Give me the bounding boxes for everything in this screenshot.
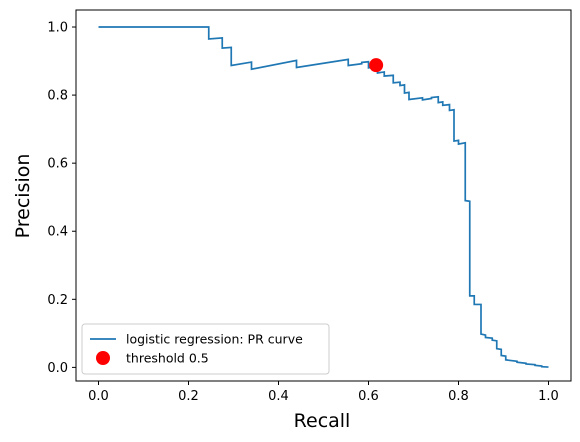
y-tick-label: 0.0 bbox=[47, 361, 68, 376]
x-tick-label: 0.6 bbox=[358, 389, 379, 404]
x-axis-title: Recall bbox=[294, 410, 351, 432]
x-tick-label: 0.8 bbox=[448, 389, 469, 404]
x-tick-label: 0.4 bbox=[268, 389, 289, 404]
threshold-marker-0 bbox=[369, 58, 384, 73]
legend-box bbox=[81, 323, 330, 375]
legend-marker-swatch bbox=[96, 351, 110, 365]
y-tick-label: 0.4 bbox=[47, 225, 68, 240]
y-axis-title: Precision bbox=[12, 154, 34, 239]
x-tick-label: 0.0 bbox=[88, 389, 109, 404]
x-tick-label: 1.0 bbox=[538, 389, 559, 404]
x-tick-label: 0.2 bbox=[178, 389, 199, 404]
legend-label-pr-curve: logistic regression: PR curve bbox=[126, 332, 303, 347]
y-tick-label: 0.2 bbox=[47, 293, 68, 308]
legend: logistic regression: PR curve threshold … bbox=[81, 323, 330, 375]
x-axis-ticks: 0.0 0.2 0.4 0.6 0.8 1.0 bbox=[88, 381, 559, 404]
y-tick-label: 0.8 bbox=[47, 89, 68, 104]
plot-layer bbox=[98, 26, 549, 368]
y-tick-label: 1.0 bbox=[47, 21, 68, 36]
legend-label-threshold: threshold 0.5 bbox=[126, 351, 209, 366]
plot-area-background bbox=[76, 10, 571, 381]
plot-frame bbox=[75, 9, 572, 382]
y-tick-label: 0.6 bbox=[47, 157, 68, 172]
y-axis-ticks: 0.0 0.2 0.4 0.6 0.8 1.0 bbox=[47, 21, 76, 376]
series-line-0 bbox=[98, 26, 549, 368]
